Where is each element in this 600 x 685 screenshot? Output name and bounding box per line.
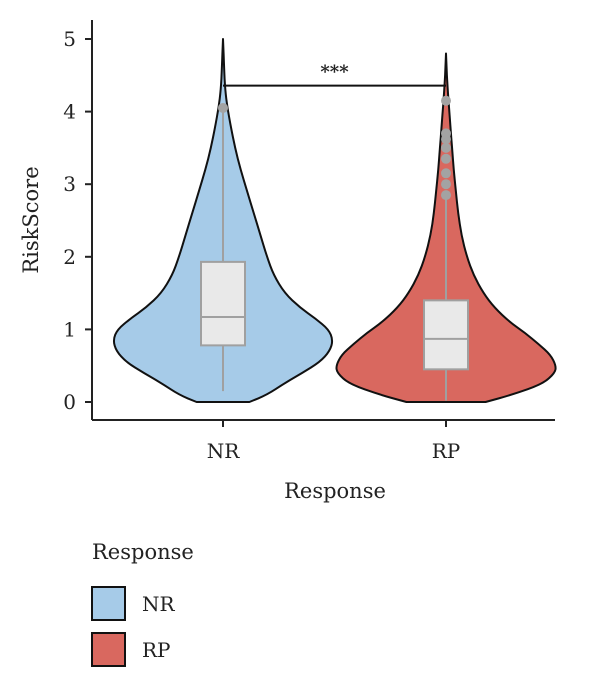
y-tick-label-5: 5 xyxy=(63,27,76,51)
outlier-point-rp-1 xyxy=(441,179,451,190)
y-tick-label-0: 0 xyxy=(63,390,76,414)
y-tick-label-2: 2 xyxy=(63,245,76,269)
axes: 0 1 2 3 4 5 NR RP xyxy=(63,20,555,463)
x-tick-label-nr: NR xyxy=(207,439,241,463)
x-axis-title: Response xyxy=(284,479,386,503)
plot-area: *** xyxy=(112,38,557,403)
legend: Response NR RP xyxy=(91,540,194,667)
outlier-point-nr-0 xyxy=(218,102,228,113)
legend-label-nr: NR xyxy=(142,592,176,616)
outlier-point-rp-0 xyxy=(441,190,451,201)
outlier-point-rp-4 xyxy=(441,142,451,153)
outlier-point-rp-7 xyxy=(441,95,451,106)
y-tick-label-3: 3 xyxy=(63,172,76,196)
y-axis-title: RiskScore xyxy=(19,166,43,273)
box-nr xyxy=(200,260,246,347)
outlier-point-rp-6 xyxy=(441,128,451,139)
y-tick-label-4: 4 xyxy=(63,100,76,124)
outlier-point-rp-3 xyxy=(441,153,451,164)
legend-swatch-rp xyxy=(91,632,126,667)
y-tick-label-1: 1 xyxy=(63,317,76,341)
significance-label: *** xyxy=(320,62,349,83)
outlier-point-rp-2 xyxy=(441,168,451,179)
legend-title: Response xyxy=(92,540,194,564)
legend-label-rp: RP xyxy=(142,638,171,662)
x-tick-label-rp: RP xyxy=(432,439,461,463)
box-rp xyxy=(423,299,469,371)
legend-swatch-nr xyxy=(91,586,126,621)
